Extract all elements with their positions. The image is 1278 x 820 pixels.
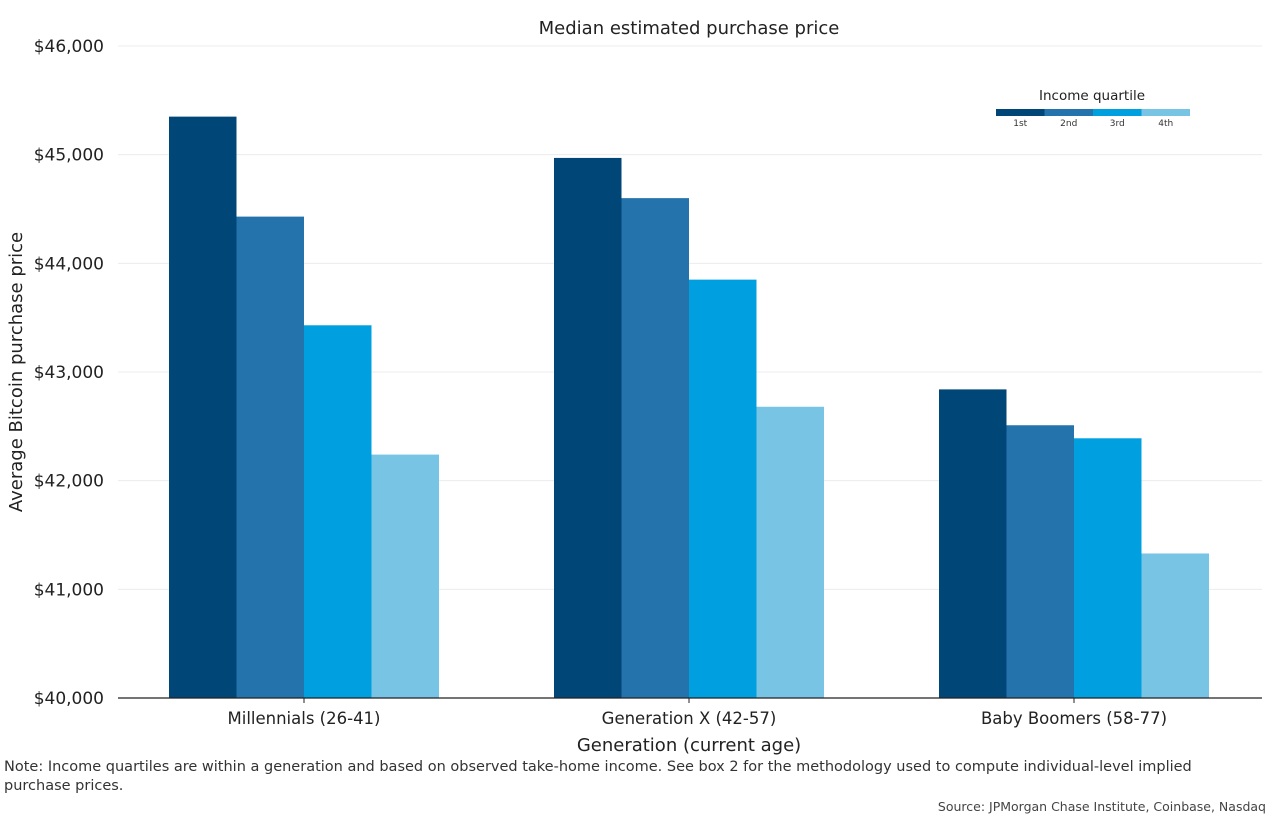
source-credit: Source: JPMorgan Chase Institute, Coinba… (937, 799, 1266, 814)
legend-swatch-1st (996, 109, 1045, 116)
legend-label: 4th (1158, 119, 1173, 129)
y-axis-ticks: $40,000 $41,000 $42,000 $43,000 $44,000 $45,0… (34, 37, 104, 709)
bar-2nd (1006, 425, 1074, 698)
y-tick-label: $45,000 (34, 146, 104, 166)
y-axis-label: Average Bitcoin purchase price (6, 232, 27, 512)
y-tick-label: $46,000 (34, 37, 104, 57)
legend-swatch-2nd (1044, 109, 1093, 116)
legend-label: 2nd (1060, 119, 1077, 129)
legend-swatch-4th (1141, 109, 1190, 116)
x-category-label: Generation X (42-57) (602, 709, 777, 728)
x-category-label: Baby Boomers (58-77) (981, 709, 1167, 728)
bar-4th (756, 406, 824, 698)
bars (169, 116, 1209, 699)
x-axis-label: Generation (current age) (577, 735, 801, 756)
legend-label: 3rd (1110, 119, 1125, 129)
bar-4th (1141, 553, 1209, 698)
y-tick-label: $41,000 (34, 580, 104, 600)
legend-swatch-3rd (1093, 109, 1142, 116)
x-axis-categories: Millennials (26-41) Generation X (42-57) B… (228, 698, 1167, 728)
bar-2nd (621, 198, 689, 698)
bar-1st (939, 389, 1007, 698)
legend: Income quartile 1st 2nd 3rd 4th (996, 88, 1190, 129)
bar-3rd (689, 279, 757, 698)
y-tick-label: $42,000 (34, 472, 104, 492)
footnote: Note: Income quartiles are within a gene… (4, 759, 1192, 794)
bar-3rd (1074, 438, 1142, 698)
bar-2nd (236, 216, 304, 698)
y-tick-label: $43,000 (34, 363, 104, 383)
x-category-label: Millennials (26-41) (228, 709, 381, 728)
chart-title: Median estimated purchase price (539, 18, 840, 39)
y-tick-label: $44,000 (34, 254, 104, 274)
bar-1st (554, 157, 622, 699)
bar-3rd (304, 325, 372, 698)
legend-title: Income quartile (1039, 88, 1145, 104)
bar-4th (371, 454, 439, 698)
legend-label: 1st (1013, 119, 1027, 129)
y-tick-label: $40,000 (34, 689, 104, 709)
bar-1st (169, 116, 237, 699)
